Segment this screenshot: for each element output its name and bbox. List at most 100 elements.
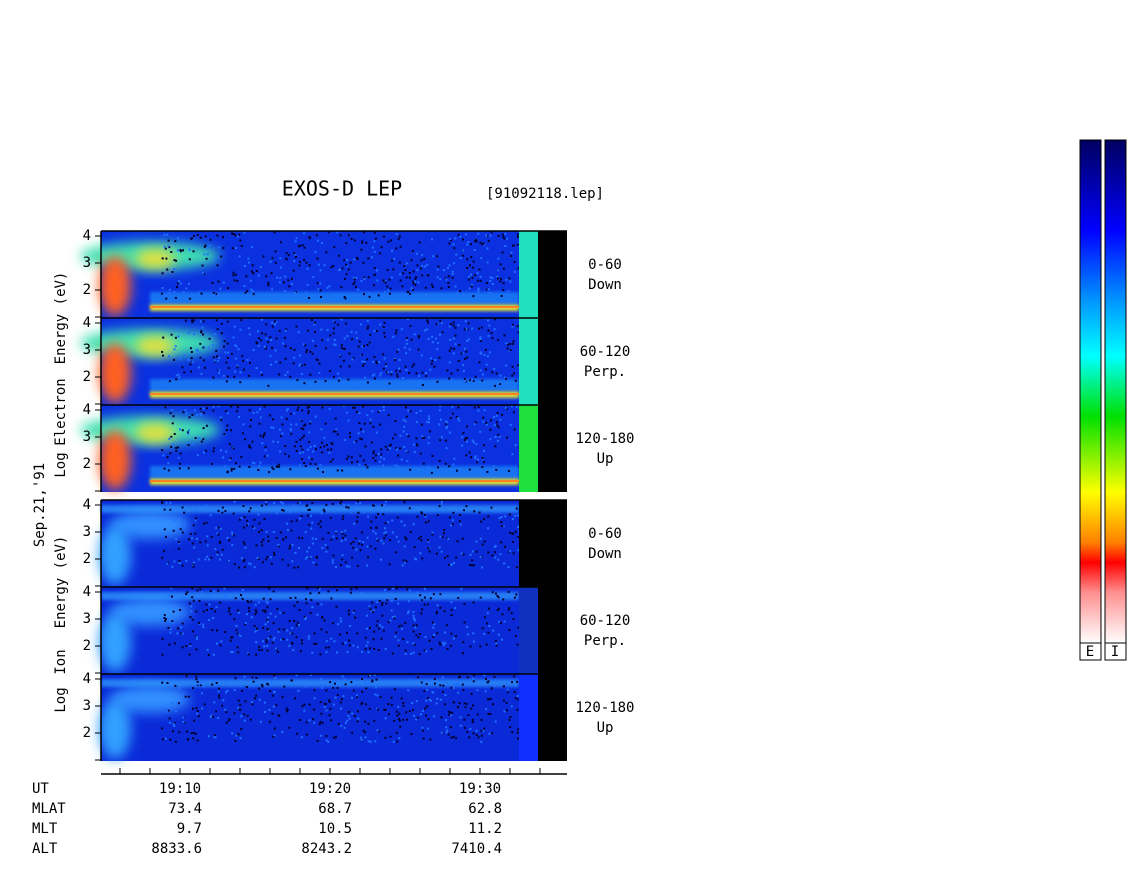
noise	[196, 710, 199, 712]
noise	[433, 365, 436, 368]
noise	[325, 646, 327, 649]
noise	[161, 272, 164, 275]
noise	[400, 627, 403, 630]
noise	[495, 414, 498, 417]
noise	[212, 409, 215, 412]
noise	[320, 296, 322, 298]
noise	[223, 345, 225, 348]
noise	[514, 510, 517, 513]
noise	[356, 564, 359, 567]
noise	[178, 731, 181, 734]
noise	[359, 454, 362, 457]
noise	[497, 439, 499, 442]
noise	[308, 719, 311, 722]
noise	[301, 244, 304, 247]
noise	[455, 682, 458, 685]
y-tick-label: 4	[83, 228, 91, 244]
noise	[215, 527, 218, 529]
noise	[510, 251, 513, 254]
noise	[161, 350, 164, 353]
noise	[229, 613, 232, 616]
noise	[165, 618, 167, 621]
noise	[429, 368, 432, 371]
noise	[224, 708, 227, 711]
noise	[367, 381, 369, 384]
noise	[249, 718, 252, 721]
noise	[164, 619, 167, 622]
noise	[232, 336, 235, 339]
noise	[298, 264, 301, 267]
noise	[507, 290, 510, 293]
noise	[352, 283, 355, 285]
noise	[410, 259, 413, 262]
noise	[321, 537, 324, 540]
noise	[397, 540, 400, 543]
noise	[484, 690, 487, 693]
noise	[181, 646, 184, 649]
noise	[269, 612, 272, 615]
noise	[471, 718, 474, 721]
noise	[379, 453, 382, 456]
noise	[508, 607, 511, 610]
noise	[197, 683, 200, 686]
noise	[163, 233, 166, 236]
noise	[462, 688, 465, 691]
noise	[207, 594, 210, 596]
noise	[323, 264, 326, 267]
noise	[275, 337, 278, 340]
noise	[194, 519, 197, 522]
noise	[305, 291, 307, 294]
noise	[352, 644, 355, 647]
y-tick-label: 3	[83, 698, 91, 714]
noise	[404, 561, 406, 564]
noise	[287, 279, 290, 282]
noise	[421, 274, 424, 277]
noise	[248, 609, 251, 612]
noise	[402, 680, 405, 683]
noise	[421, 709, 424, 712]
noise	[254, 697, 256, 700]
noise	[486, 282, 488, 284]
noise	[358, 340, 361, 343]
noise	[345, 273, 348, 276]
noise	[279, 435, 282, 438]
noise	[486, 234, 489, 237]
noise	[508, 718, 511, 721]
noise	[457, 706, 460, 708]
noise	[492, 465, 495, 468]
noise	[307, 509, 310, 511]
noise	[515, 593, 518, 596]
noise	[432, 715, 435, 718]
noise	[328, 701, 331, 703]
noise	[175, 378, 178, 381]
noise	[267, 616, 270, 619]
noise	[285, 417, 288, 420]
row-value: 8243.2	[301, 841, 352, 857]
noise	[469, 264, 471, 267]
noise	[216, 234, 219, 237]
noise	[347, 455, 350, 458]
noise	[198, 292, 201, 295]
noise	[347, 234, 350, 237]
channel-range: 120-180	[575, 431, 634, 447]
noise	[486, 471, 489, 473]
noise	[263, 405, 266, 408]
noise	[196, 589, 199, 592]
noise	[457, 324, 460, 327]
noise	[320, 428, 323, 431]
noise	[309, 420, 312, 423]
noise	[192, 333, 195, 336]
noise	[398, 235, 401, 238]
noise	[405, 276, 408, 279]
noise	[285, 409, 288, 412]
noise	[511, 681, 513, 684]
noise	[471, 276, 474, 279]
noise	[399, 273, 402, 276]
noise	[235, 462, 237, 465]
noise	[202, 625, 205, 628]
noise	[350, 681, 353, 684]
noise	[490, 419, 492, 422]
noise	[440, 322, 443, 325]
noise	[472, 564, 475, 567]
noise	[279, 611, 282, 614]
